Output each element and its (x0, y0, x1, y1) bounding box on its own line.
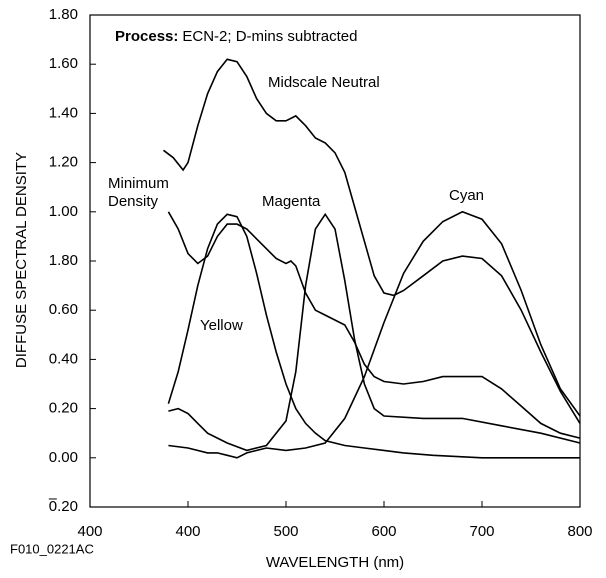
x-tick-label: 400 (175, 523, 200, 540)
series-label: Minimum Density (108, 175, 169, 210)
title-text: ECN-2; D-mins subtracted (182, 28, 357, 45)
series-label: Magenta (262, 193, 321, 210)
x-tick-label: 800 (567, 523, 592, 540)
series-label: Cyan (449, 187, 485, 204)
x-tick-label: 500 (273, 523, 298, 540)
footnote: F010_0221AC (10, 541, 94, 556)
y-tick-label: 1.60 (49, 55, 78, 72)
series-line (167, 213, 580, 459)
y-tick-label: 1.00 (49, 203, 78, 220)
x-axis-label: WAVELENGTH (nm) (266, 554, 404, 571)
x-tick-label: 600 (371, 523, 396, 540)
y-tick-label: 0.40 (49, 350, 78, 367)
y-tick-label: 0.20 (49, 400, 78, 417)
series-line (167, 211, 581, 439)
x-tick-label: 400 (77, 523, 102, 540)
y-tick-label: 0.00 (49, 449, 78, 466)
y-tick-label: 1.40 (49, 104, 78, 121)
y-tick-label: 0.60 (49, 301, 78, 318)
series-line (163, 58, 581, 424)
title-label: Process: (115, 28, 178, 45)
y-tick-label: 1.80 (49, 6, 78, 23)
x-tick-label: 700 (469, 523, 494, 540)
series-line (168, 210, 581, 459)
y-axis-label: DIFFUSE SPECTRAL DENSITY (13, 152, 30, 368)
series-label: Midscale Neutral (268, 74, 380, 91)
chart-title: Process: ECN-2; D-mins subtracted (115, 28, 357, 45)
series-line (168, 212, 581, 452)
y-tick-label: 1.80 (49, 252, 78, 269)
y-tick-label: 1.20 (49, 154, 78, 171)
y-tick-label: 0.20 (49, 498, 78, 515)
series-label: Yellow (200, 317, 243, 334)
